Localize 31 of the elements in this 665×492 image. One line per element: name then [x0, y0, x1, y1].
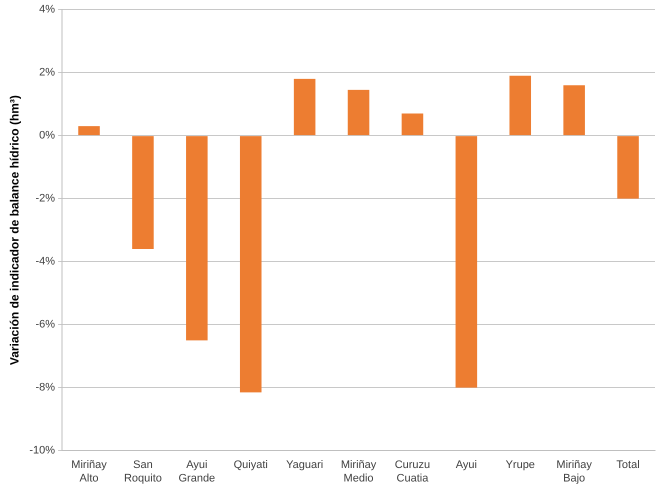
bar — [294, 78, 316, 136]
x-tick-label: Ayui — [456, 459, 477, 472]
y-tick-label: 4% — [39, 4, 56, 16]
bar — [78, 126, 100, 136]
x-tick-label: Miriñay Alto — [71, 459, 108, 484]
y-tick-label: 2% — [39, 66, 56, 79]
bar — [563, 85, 585, 136]
bar — [132, 136, 154, 249]
x-tick-label: Miriñay Medio — [340, 459, 377, 484]
y-axis-title: Variación de indicador de balance hídrico (hm³) — [8, 95, 22, 366]
y-tick-label: -10% — [29, 444, 56, 457]
x-tick-label: Quiyati — [234, 459, 268, 472]
x-tick-label: Yrupe — [506, 459, 535, 472]
bar — [348, 90, 370, 136]
x-tick-label: Curuzu Cuatia — [394, 459, 430, 484]
bar — [509, 76, 532, 136]
bar — [456, 136, 478, 388]
bar — [240, 136, 262, 392]
x-tick-label: Miriñay Bajo — [556, 459, 592, 484]
x-tick-label: Ayui Grande — [178, 459, 216, 484]
bar — [186, 136, 208, 340]
x-tick-label: Yaguari — [286, 459, 324, 472]
x-tick-label: Total — [616, 459, 640, 472]
y-tick-label: -6% — [36, 318, 56, 331]
x-tick-label: San Roquito — [124, 459, 162, 484]
y-tick-label: 0% — [39, 130, 56, 142]
y-tick-label: -4% — [36, 256, 56, 268]
bar — [617, 136, 639, 199]
y-tick-label: -2% — [36, 192, 56, 205]
bar — [402, 114, 424, 136]
y-tick-label: -8% — [36, 382, 56, 394]
